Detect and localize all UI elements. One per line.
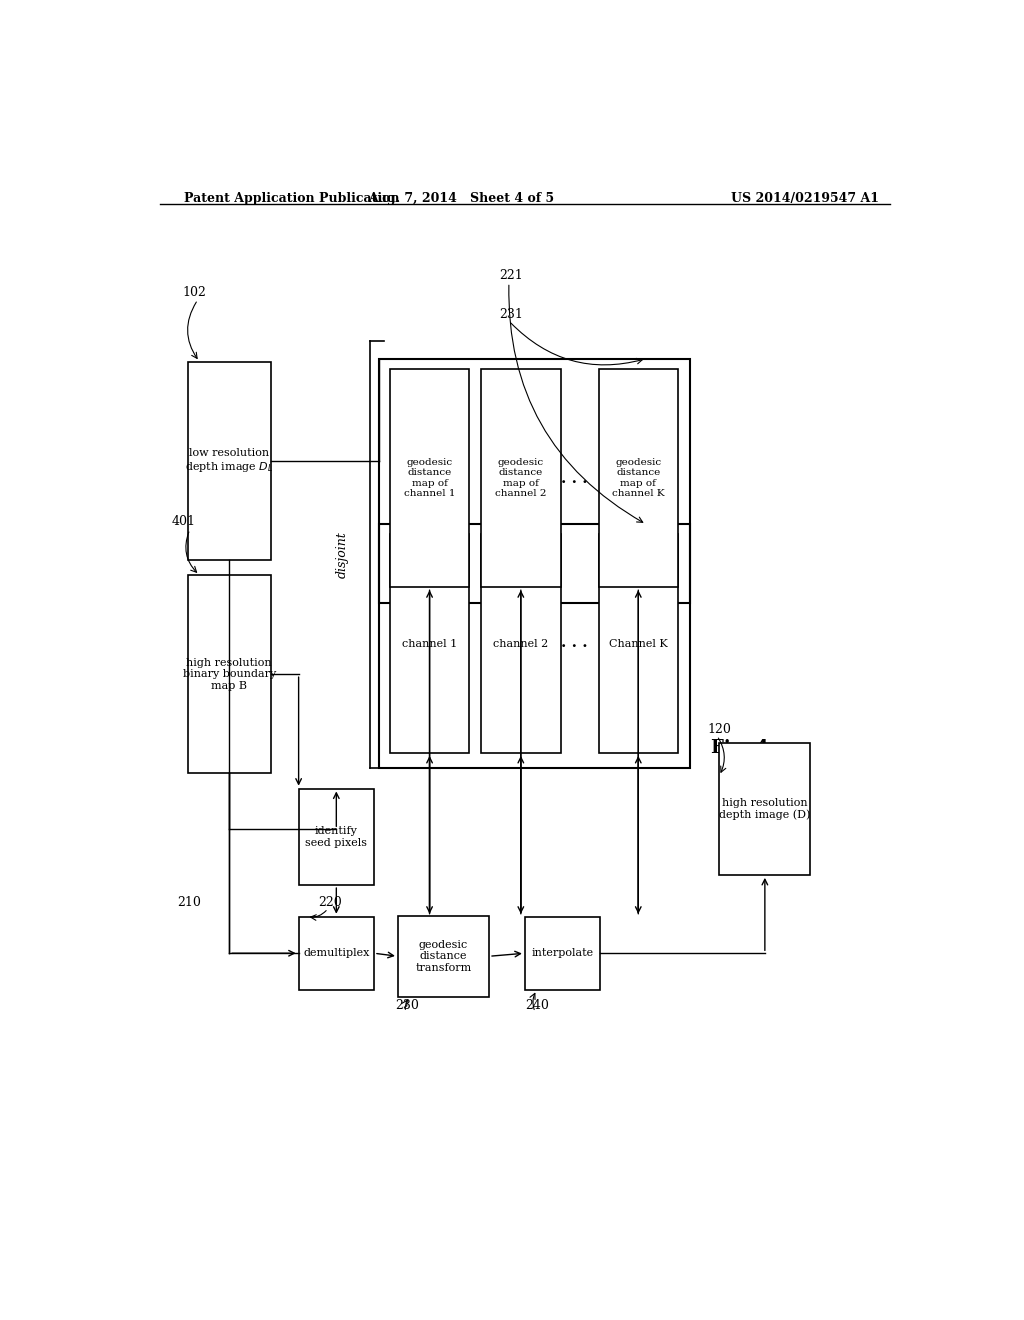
FancyBboxPatch shape — [481, 535, 560, 752]
Text: Aug. 7, 2014   Sheet 4 of 5: Aug. 7, 2014 Sheet 4 of 5 — [369, 191, 554, 205]
Text: 102: 102 — [182, 285, 206, 298]
Text: identify
seed pixels: identify seed pixels — [305, 826, 368, 847]
Text: 231: 231 — [500, 308, 523, 321]
FancyBboxPatch shape — [599, 535, 678, 752]
Text: geodesic
distance
transform: geodesic distance transform — [416, 940, 472, 973]
Text: 210: 210 — [177, 895, 201, 908]
Text: geodesic
distance
map of
channel 2: geodesic distance map of channel 2 — [495, 458, 547, 498]
Text: . . .: . . . — [561, 471, 588, 486]
Text: interpolate: interpolate — [531, 948, 594, 958]
Text: US 2014/0219547 A1: US 2014/0219547 A1 — [731, 191, 880, 205]
Text: 120: 120 — [708, 723, 731, 735]
Text: 220: 220 — [318, 895, 342, 908]
FancyBboxPatch shape — [390, 368, 469, 587]
Text: high resolution
binary boundary
map B: high resolution binary boundary map B — [182, 657, 275, 690]
FancyBboxPatch shape — [187, 576, 270, 774]
Text: disjoint: disjoint — [336, 532, 349, 578]
Text: 230: 230 — [395, 999, 419, 1012]
Text: geodesic
distance
map of
channel K: geodesic distance map of channel K — [612, 458, 665, 498]
Text: . . .: . . . — [561, 636, 588, 651]
FancyBboxPatch shape — [599, 368, 678, 587]
Text: Patent Application Publication: Patent Application Publication — [183, 191, 399, 205]
Text: low resolution
depth image $D_L$: low resolution depth image $D_L$ — [185, 447, 273, 474]
Text: Channel K: Channel K — [609, 639, 668, 648]
FancyBboxPatch shape — [481, 368, 560, 587]
Text: channel 2: channel 2 — [494, 639, 549, 648]
FancyBboxPatch shape — [524, 916, 600, 990]
Text: channel 1: channel 1 — [402, 639, 457, 648]
FancyBboxPatch shape — [187, 362, 270, 560]
FancyBboxPatch shape — [299, 788, 374, 886]
Text: geodesic
distance
map of
channel 1: geodesic distance map of channel 1 — [403, 458, 456, 498]
Text: 221: 221 — [500, 269, 523, 282]
Text: demultiplex: demultiplex — [303, 948, 370, 958]
FancyBboxPatch shape — [719, 743, 811, 875]
FancyBboxPatch shape — [390, 535, 469, 752]
FancyBboxPatch shape — [397, 916, 489, 997]
Text: high resolution
depth image (D): high resolution depth image (D) — [719, 797, 811, 820]
Text: Fig. 4: Fig. 4 — [712, 739, 769, 756]
Text: 401: 401 — [172, 515, 196, 528]
FancyBboxPatch shape — [299, 916, 374, 990]
Text: 240: 240 — [524, 999, 549, 1012]
